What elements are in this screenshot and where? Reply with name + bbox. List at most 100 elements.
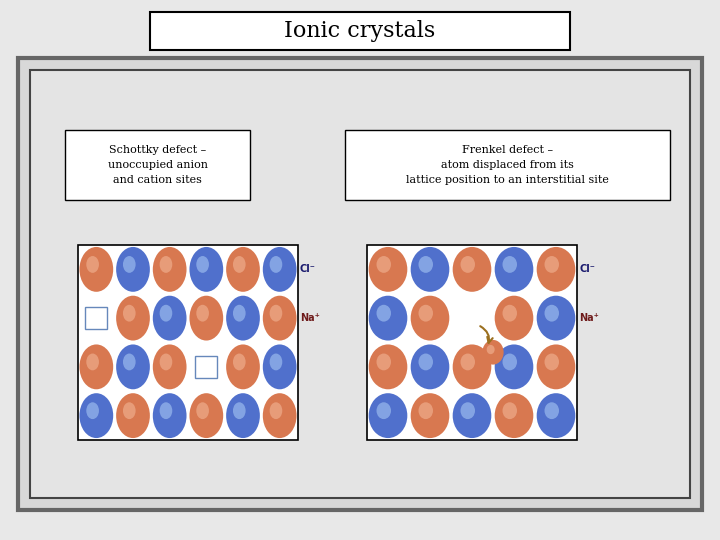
Text: Cl⁻: Cl⁻: [579, 265, 595, 274]
Ellipse shape: [369, 296, 408, 341]
Ellipse shape: [197, 305, 209, 322]
Ellipse shape: [189, 296, 223, 341]
Ellipse shape: [116, 393, 150, 438]
Ellipse shape: [495, 296, 534, 341]
Ellipse shape: [86, 354, 99, 370]
Bar: [86, 307, 107, 329]
Text: Frenkel defect –
atom displaced from its
lattice position to an interstitial sit: Frenkel defect – atom displaced from its…: [406, 145, 609, 185]
Ellipse shape: [536, 296, 575, 341]
Ellipse shape: [453, 247, 491, 292]
Ellipse shape: [377, 305, 391, 322]
Ellipse shape: [86, 256, 99, 273]
Ellipse shape: [160, 354, 172, 370]
FancyBboxPatch shape: [367, 245, 577, 440]
Ellipse shape: [544, 402, 559, 419]
Ellipse shape: [418, 305, 433, 322]
Ellipse shape: [153, 345, 186, 389]
Ellipse shape: [160, 305, 172, 322]
Ellipse shape: [153, 393, 186, 438]
Ellipse shape: [503, 256, 517, 273]
Ellipse shape: [86, 402, 99, 419]
Ellipse shape: [503, 402, 517, 419]
Text: Na⁺: Na⁺: [300, 313, 320, 323]
Ellipse shape: [226, 393, 260, 438]
FancyBboxPatch shape: [345, 130, 670, 200]
Ellipse shape: [263, 393, 297, 438]
Ellipse shape: [544, 256, 559, 273]
Ellipse shape: [79, 247, 113, 292]
Bar: [195, 356, 217, 378]
Ellipse shape: [536, 393, 575, 438]
Ellipse shape: [544, 354, 559, 370]
Ellipse shape: [116, 345, 150, 389]
Ellipse shape: [495, 247, 534, 292]
Text: Ionic crystals: Ionic crystals: [284, 20, 436, 42]
FancyBboxPatch shape: [18, 58, 702, 510]
Ellipse shape: [116, 247, 150, 292]
Ellipse shape: [369, 393, 408, 438]
Ellipse shape: [410, 296, 449, 341]
FancyBboxPatch shape: [150, 12, 570, 50]
Ellipse shape: [453, 345, 491, 389]
Ellipse shape: [418, 402, 433, 419]
Ellipse shape: [377, 256, 391, 273]
Ellipse shape: [263, 247, 297, 292]
Ellipse shape: [189, 393, 223, 438]
Ellipse shape: [233, 256, 246, 273]
Ellipse shape: [226, 296, 260, 341]
Ellipse shape: [123, 402, 135, 419]
Ellipse shape: [153, 247, 186, 292]
Ellipse shape: [544, 305, 559, 322]
Ellipse shape: [233, 354, 246, 370]
Ellipse shape: [153, 296, 186, 341]
Ellipse shape: [503, 354, 517, 370]
Ellipse shape: [495, 393, 534, 438]
Text: Cl⁻: Cl⁻: [300, 265, 316, 274]
Text: Schottky defect –
unoccupied anion
and cation sites: Schottky defect – unoccupied anion and c…: [107, 145, 207, 185]
Ellipse shape: [377, 354, 391, 370]
Ellipse shape: [123, 305, 135, 322]
FancyBboxPatch shape: [65, 130, 250, 200]
Ellipse shape: [410, 345, 449, 389]
Ellipse shape: [410, 393, 449, 438]
Ellipse shape: [269, 354, 282, 370]
Ellipse shape: [377, 402, 391, 419]
Ellipse shape: [461, 402, 475, 419]
Ellipse shape: [536, 247, 575, 292]
Ellipse shape: [487, 345, 495, 354]
Ellipse shape: [160, 402, 172, 419]
Ellipse shape: [233, 402, 246, 419]
Ellipse shape: [461, 256, 475, 273]
Text: Na⁺: Na⁺: [579, 313, 599, 323]
Ellipse shape: [461, 354, 475, 370]
Ellipse shape: [123, 354, 135, 370]
Ellipse shape: [369, 345, 408, 389]
FancyBboxPatch shape: [78, 245, 298, 440]
Ellipse shape: [116, 296, 150, 341]
Ellipse shape: [197, 402, 209, 419]
Ellipse shape: [123, 256, 135, 273]
Ellipse shape: [269, 305, 282, 322]
Ellipse shape: [495, 345, 534, 389]
Ellipse shape: [197, 256, 209, 273]
Ellipse shape: [418, 354, 433, 370]
Ellipse shape: [269, 256, 282, 273]
Ellipse shape: [536, 345, 575, 389]
FancyBboxPatch shape: [30, 70, 690, 498]
Ellipse shape: [482, 340, 503, 365]
Ellipse shape: [369, 247, 408, 292]
Ellipse shape: [453, 393, 491, 438]
Ellipse shape: [269, 402, 282, 419]
Ellipse shape: [418, 256, 433, 273]
Ellipse shape: [160, 256, 172, 273]
Ellipse shape: [79, 393, 113, 438]
Ellipse shape: [263, 345, 297, 389]
Ellipse shape: [410, 247, 449, 292]
Ellipse shape: [79, 345, 113, 389]
Ellipse shape: [263, 296, 297, 341]
Ellipse shape: [503, 305, 517, 322]
Ellipse shape: [226, 247, 260, 292]
Ellipse shape: [233, 305, 246, 322]
Ellipse shape: [226, 345, 260, 389]
Ellipse shape: [189, 247, 223, 292]
